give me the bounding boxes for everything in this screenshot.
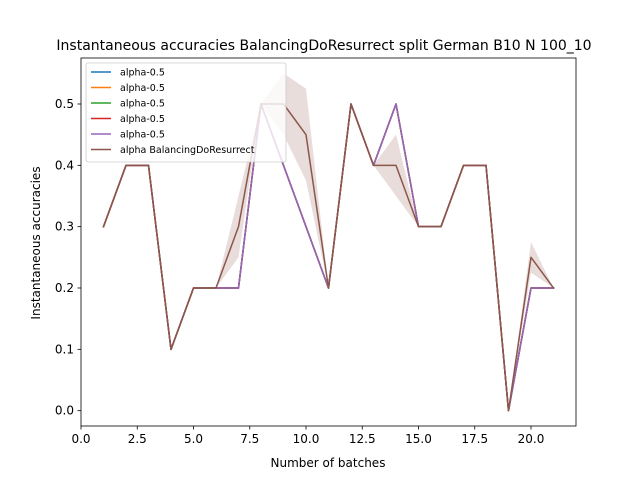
x-tick-label: 10.0 <box>293 432 320 446</box>
y-axis-label: Instantaneous accuracies <box>29 166 43 319</box>
chart-title: Instantaneous accuracies BalancingDoResu… <box>56 38 591 54</box>
legend-label: alpha-0.5 <box>120 114 165 125</box>
legend-label: alpha-0.5 <box>120 68 165 79</box>
series-line-6 <box>102 103 555 412</box>
plot-frame <box>80 57 577 427</box>
x-tick-label: 20.0 <box>518 432 545 446</box>
x-tick-label: 5.0 <box>184 432 203 446</box>
x-tick-label: 15.0 <box>405 432 432 446</box>
y-tick-label: 0.3 <box>55 220 74 234</box>
legend-label: alpha BalancingDoResurrect <box>120 145 255 156</box>
y-tick-label: 0.1 <box>55 342 74 356</box>
y-tick-label: 0.0 <box>55 404 74 418</box>
legend-label: alpha-0.5 <box>120 83 165 94</box>
y-tick-label: 0.2 <box>55 281 74 295</box>
series-layer <box>102 103 555 412</box>
legend-box <box>85 62 287 163</box>
x-axis-label: Number of batches <box>271 456 386 470</box>
y-tick-label: 0.5 <box>55 97 74 111</box>
x-tick-label: 0.0 <box>71 432 90 446</box>
x-tick-label: 12.5 <box>349 432 376 446</box>
x-tick-label: 7.5 <box>240 432 259 446</box>
x-tick-label: 2.5 <box>128 432 147 446</box>
legend: alpha-0.5 alpha-0.5 alpha-0.5 alpha-0.5 alph… <box>85 62 287 163</box>
y-tick-label: 0.4 <box>55 158 74 172</box>
axes: 0.0 2.5 5.0 7.5 10.0 12.5 15.0 17.5 20.0 0.0 0.1 0.… <box>55 57 577 446</box>
x-tick-label: 17.5 <box>461 432 488 446</box>
legend-label: alpha-0.5 <box>120 130 165 141</box>
legend-label: alpha-0.5 <box>120 99 165 110</box>
